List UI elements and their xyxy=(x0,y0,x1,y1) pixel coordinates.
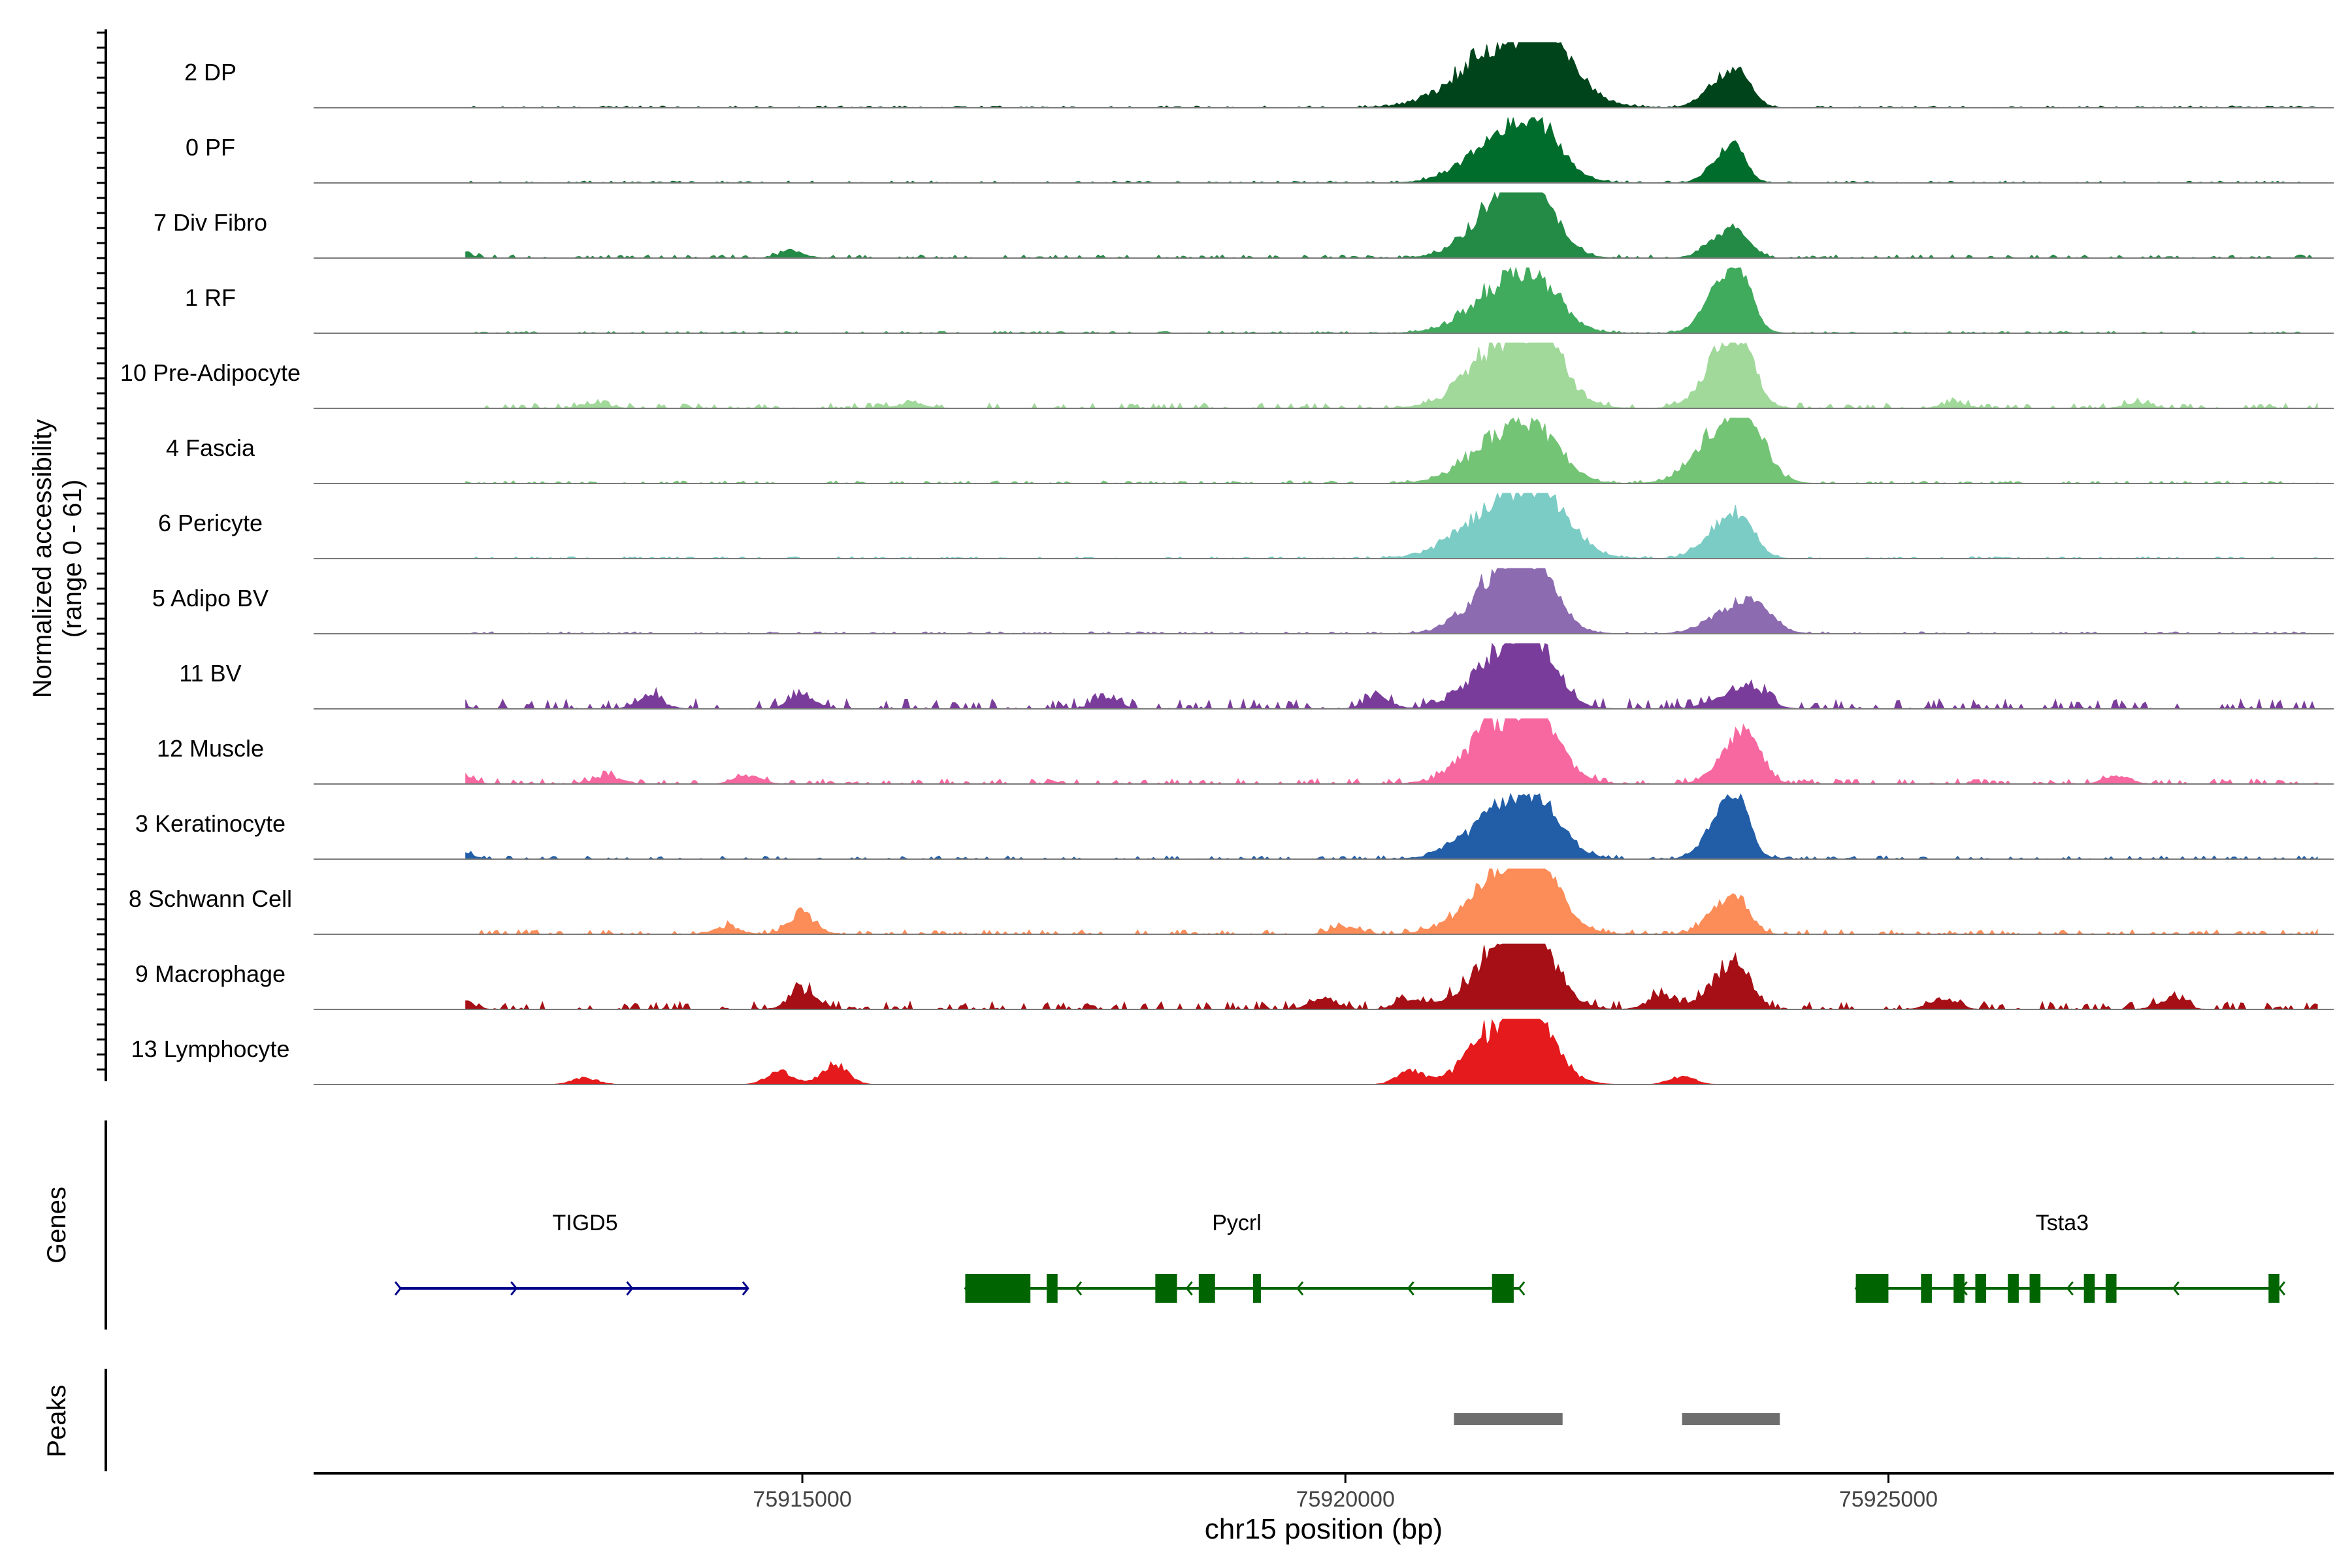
gene-label: Tsta3 xyxy=(2036,1211,2089,1235)
coverage-area xyxy=(465,417,2318,484)
track-label: 12 Muscle xyxy=(157,735,264,762)
gene-exon xyxy=(1047,1274,1058,1303)
track-label: 7 Div Fibro xyxy=(154,209,267,236)
track-3: 7 Div Fibro xyxy=(154,191,2334,259)
coverage-area xyxy=(465,868,2318,935)
track-label: 10 Pre-Adipocyte xyxy=(120,359,301,386)
gene-exon xyxy=(2008,1274,2019,1303)
strand-arrow xyxy=(1296,1281,1304,1296)
track-label: 1 RF xyxy=(185,284,236,311)
strand-arrow xyxy=(626,1281,634,1296)
track-1: 2 DP xyxy=(184,42,2334,108)
track-9: 11 BV xyxy=(179,642,2334,710)
track-5: 10 Pre-Adipocyte xyxy=(120,342,2334,409)
gene-exon xyxy=(1252,1274,1261,1303)
track-label: 4 Fascia xyxy=(166,434,255,461)
gene-exon xyxy=(1921,1274,1932,1303)
strand-arrow xyxy=(394,1281,402,1296)
gene-exon xyxy=(1155,1274,1177,1303)
gene-exon xyxy=(2029,1274,2041,1303)
coverage-area xyxy=(465,1019,2318,1085)
track-4: 1 RF xyxy=(185,267,2334,334)
peak-bars xyxy=(1454,1413,1780,1425)
peaks-panel-label: Peaks xyxy=(42,1384,71,1457)
track-6: 4 Fascia xyxy=(166,417,2334,484)
strand-arrow xyxy=(1185,1281,1193,1296)
x-axis: 75915000 75920000 75925000 chr15 position … xyxy=(314,1472,2334,1545)
strand-arrow xyxy=(742,1281,749,1296)
track-label: 5 Adipo BV xyxy=(152,585,269,612)
coverage-area xyxy=(465,342,2318,409)
track-label: 0 PF xyxy=(186,134,235,161)
strand-arrow xyxy=(2066,1281,2074,1296)
gene-exon xyxy=(1855,1274,1889,1303)
coverage-area xyxy=(465,267,2318,334)
gene-pycrl: Pycrl xyxy=(964,1211,1526,1303)
gene-exon xyxy=(965,1274,1031,1303)
gene-exon xyxy=(1975,1274,1987,1303)
coverage-panel: 2 DP 0 PF 7 Div Fibro 1 RF 10 Pre-Adipocyte 4… xyxy=(28,29,2334,1085)
track-7: 6 Pericyte xyxy=(158,492,2334,559)
peak-region xyxy=(1454,1413,1563,1425)
gene-exon xyxy=(2083,1274,2095,1303)
coverage-area xyxy=(465,492,2318,559)
coverage-area xyxy=(465,42,2318,108)
coverage-tracks: 2 DP 0 PF 7 Div Fibro 1 RF 10 Pre-Adipocyte 4… xyxy=(120,42,2334,1085)
track-label: 8 Schwann Cell xyxy=(129,885,292,912)
strand-arrow xyxy=(1075,1281,1083,1296)
genes-panel: Genes TIGD5 Pycrl Tsta3 xyxy=(42,1120,2286,1330)
coverage-area xyxy=(465,792,2318,860)
track-11: 3 Keratinocyte xyxy=(135,792,2334,860)
x-tick-label: 75920000 xyxy=(1296,1487,1395,1512)
gene-models: TIGD5 Pycrl Tsta3 xyxy=(394,1211,2286,1303)
strand-arrow xyxy=(2278,1281,2286,1296)
coverage-area xyxy=(465,943,2318,1011)
gene-exon xyxy=(1198,1274,1215,1303)
x-tick-label: 75925000 xyxy=(1839,1487,1938,1512)
strand-arrow xyxy=(510,1281,518,1296)
genes-panel-label: Genes xyxy=(42,1186,71,1264)
gene-exon xyxy=(1953,1274,1965,1303)
coverage-area xyxy=(465,116,2318,184)
track-label: 3 Keratinocyte xyxy=(135,810,286,837)
coverage-area xyxy=(465,568,2318,634)
gene-exon xyxy=(2268,1274,2279,1303)
gene-tsta3: Tsta3 xyxy=(1854,1211,2286,1303)
track-10: 12 Muscle xyxy=(157,718,2334,785)
track-label: 13 Lymphocyte xyxy=(131,1036,290,1062)
x-tick-label: 75915000 xyxy=(753,1487,851,1512)
gene-label: TIGD5 xyxy=(553,1211,618,1235)
track-14: 13 Lymphocyte xyxy=(131,1019,2334,1085)
coverage-y-label-line2: (range 0 - 61) xyxy=(58,480,87,638)
gene-label: Pycrl xyxy=(1212,1211,1262,1235)
track-8: 5 Adipo BV xyxy=(152,568,2334,634)
coverage-area xyxy=(465,642,2318,710)
peaks-panel: Peaks xyxy=(42,1369,1780,1471)
track-13: 9 Macrophage xyxy=(135,943,2334,1011)
gene-tigd5: TIGD5 xyxy=(394,1211,749,1296)
track-label: 11 BV xyxy=(179,660,241,687)
gene-exon xyxy=(2105,1274,2117,1303)
track-12: 8 Schwann Cell xyxy=(129,868,2334,935)
track-label: 2 DP xyxy=(184,59,237,86)
coverage-y-label-line1: Normalized accessibility xyxy=(28,419,57,698)
strand-arrow xyxy=(1407,1281,1414,1296)
track-label: 6 Pericyte xyxy=(158,510,263,536)
strand-arrow xyxy=(1518,1281,1526,1296)
track-2: 0 PF xyxy=(186,116,2334,184)
track-label: 9 Macrophage xyxy=(135,960,286,987)
coverage-area xyxy=(465,191,2318,259)
gene-exon xyxy=(1492,1274,1514,1303)
coverage-area xyxy=(465,718,2318,785)
x-ticks: 75915000 75920000 75925000 xyxy=(753,1473,1938,1512)
peak-region xyxy=(1682,1413,1780,1425)
coverage-y-ticks xyxy=(97,31,106,1071)
strand-arrow xyxy=(2172,1281,2180,1296)
x-axis-title: chr15 position (bp) xyxy=(1205,1513,1443,1545)
